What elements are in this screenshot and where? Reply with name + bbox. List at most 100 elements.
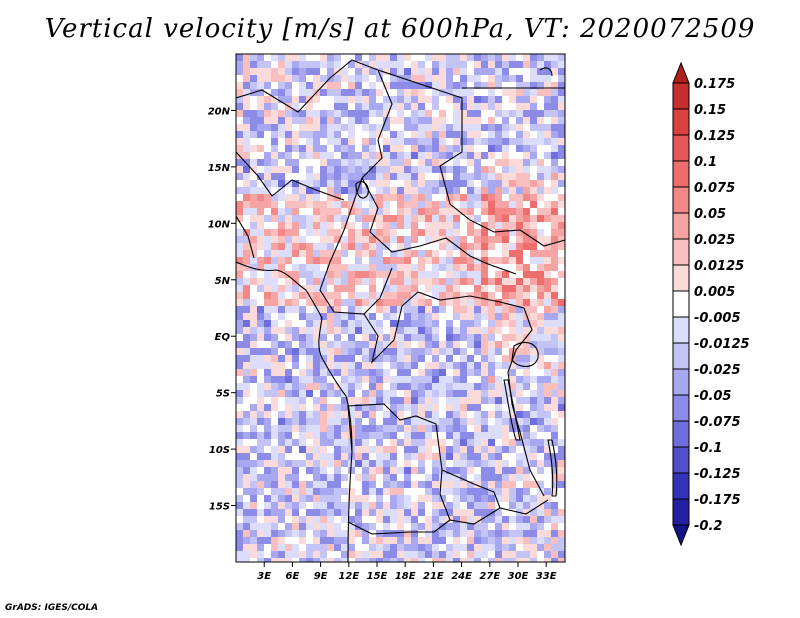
field-cell <box>467 166 475 174</box>
field-cell <box>362 495 370 503</box>
field-cell <box>509 299 517 307</box>
field-cell <box>404 180 412 188</box>
field-cell <box>236 481 244 489</box>
field-cell <box>285 306 293 314</box>
field-cell <box>551 306 559 314</box>
field-cell <box>488 264 496 272</box>
field-cell <box>481 278 489 286</box>
field-cell <box>537 110 545 118</box>
field-cell <box>299 509 307 517</box>
field-cell <box>460 327 468 335</box>
field-cell <box>509 502 517 510</box>
field-cell <box>320 397 328 405</box>
colorbar-segment <box>672 212 690 240</box>
field-cell <box>271 299 279 307</box>
field-cell <box>425 467 433 475</box>
field-cell <box>481 159 489 167</box>
field-cell <box>516 68 524 76</box>
field-cell <box>530 229 538 237</box>
field-cell <box>243 243 251 251</box>
field-cell <box>404 285 412 293</box>
field-cell <box>509 313 517 321</box>
field-cell <box>502 173 510 181</box>
field-cell <box>250 145 258 153</box>
field-cell <box>243 551 251 559</box>
field-cell <box>264 376 272 384</box>
field-cell <box>376 285 384 293</box>
field-cell <box>558 250 565 258</box>
field-cell <box>334 145 342 153</box>
field-cell <box>348 208 356 216</box>
field-cell <box>362 187 370 195</box>
field-cell <box>544 306 552 314</box>
field-cell <box>432 159 440 167</box>
field-cell <box>369 271 377 279</box>
field-cell <box>404 376 412 384</box>
field-cell <box>453 180 461 188</box>
field-cell <box>264 278 272 286</box>
field-cell <box>271 117 279 125</box>
field-cell <box>425 383 433 391</box>
field-cell <box>488 460 496 468</box>
field-cell <box>355 285 363 293</box>
field-cell <box>320 355 328 363</box>
field-cell <box>355 68 363 76</box>
field-cell <box>467 278 475 286</box>
field-cell <box>292 355 300 363</box>
field-cell <box>516 467 524 475</box>
field-cell <box>327 341 335 349</box>
field-cell <box>474 453 482 461</box>
field-cell <box>334 166 342 174</box>
field-cell <box>460 124 468 132</box>
field-cell <box>271 166 279 174</box>
field-cell <box>467 544 475 552</box>
field-cell <box>544 355 552 363</box>
field-cell <box>488 390 496 398</box>
field-cell <box>236 334 244 342</box>
field-cell <box>495 306 503 314</box>
field-cell <box>481 68 489 76</box>
field-cell <box>453 432 461 440</box>
field-cell <box>523 103 531 111</box>
field-cell <box>257 166 265 174</box>
field-cell <box>285 411 293 419</box>
field-cell <box>299 82 307 90</box>
field-cell <box>404 411 412 419</box>
field-cell <box>299 159 307 167</box>
field-cell <box>460 61 468 69</box>
field-cell <box>355 446 363 454</box>
field-cell <box>467 285 475 293</box>
field-cell <box>530 425 538 433</box>
field-cell <box>509 481 517 489</box>
field-cell <box>250 530 258 538</box>
field-cell <box>383 187 391 195</box>
field-cell <box>250 138 258 146</box>
field-cell <box>537 537 545 545</box>
field-cell <box>551 390 559 398</box>
field-cell <box>341 264 349 272</box>
field-cell <box>551 404 559 412</box>
field-cell <box>516 138 524 146</box>
field-cell <box>411 75 419 83</box>
field-cell <box>488 285 496 293</box>
field-cell <box>544 530 552 538</box>
field-cell <box>271 376 279 384</box>
field-cell <box>299 551 307 559</box>
field-cell <box>299 453 307 461</box>
field-cell <box>502 439 510 447</box>
field-cell <box>348 96 356 104</box>
field-cell <box>481 292 489 300</box>
field-cell <box>488 131 496 139</box>
field-cell <box>243 439 251 447</box>
field-cell <box>362 509 370 517</box>
field-cell <box>341 96 349 104</box>
field-cell <box>355 138 363 146</box>
field-cell <box>369 502 377 510</box>
field-cell <box>495 404 503 412</box>
field-cell <box>544 558 552 562</box>
field-cell <box>313 201 321 209</box>
field-cell <box>439 453 447 461</box>
field-cell <box>495 75 503 83</box>
field-cell <box>306 257 314 265</box>
country-borders <box>236 59 565 562</box>
